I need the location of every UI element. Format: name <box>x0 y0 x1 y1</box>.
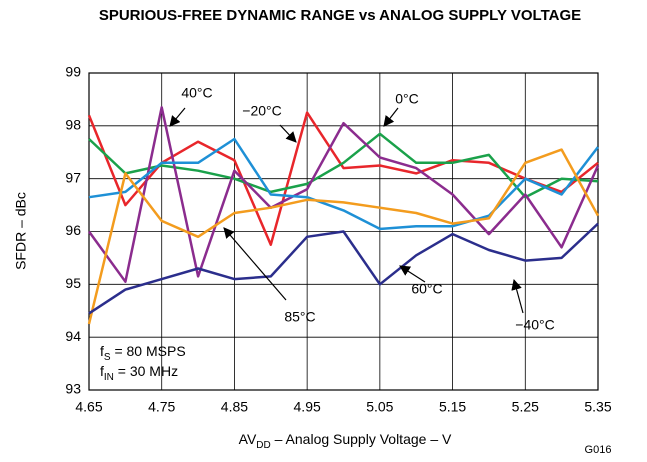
series-label: 0°C <box>395 91 419 107</box>
condition-part: S <box>104 352 111 363</box>
series-line <box>87 148 600 325</box>
condition-part: f <box>100 343 104 359</box>
figure-id: G016 <box>585 444 612 456</box>
series-line <box>88 132 599 199</box>
y-tick-label: 99 <box>65 64 81 80</box>
y-tick-label: 95 <box>65 275 81 291</box>
condition-part: = 30 MHz <box>114 363 178 379</box>
condition-part: IN <box>104 372 114 383</box>
series-line <box>88 222 599 315</box>
x-tick-label: 4.75 <box>148 399 175 415</box>
x-axis-label-part: – Analog Supply Voltage – V <box>271 431 452 447</box>
condition-label: fIN = 30 MHz <box>100 363 178 383</box>
y-tick-label: 98 <box>65 117 81 133</box>
x-tick-label: 4.65 <box>75 399 102 415</box>
x-tick-label: 4.85 <box>221 399 248 415</box>
x-tick-label: 5.15 <box>439 399 466 415</box>
series-label: 60°C <box>411 281 442 297</box>
x-axis-label-part: DD <box>256 440 270 451</box>
x-axis-label-part: AV <box>239 431 257 447</box>
y-tick-label: 94 <box>65 328 81 344</box>
condition-part: = 80 MSPS <box>111 343 186 359</box>
y-tick-label: 97 <box>65 169 81 185</box>
series-label: −40°C <box>515 317 554 333</box>
x-tick-label: 5.05 <box>366 399 393 415</box>
series-label: 85°C <box>284 309 315 325</box>
x-tick-label: 4.95 <box>294 399 321 415</box>
condition-label: fS = 80 MSPS <box>100 343 186 363</box>
series-label: 40°C <box>181 85 212 101</box>
y-tick-label: 96 <box>65 222 81 238</box>
x-tick-label: 5.25 <box>512 399 539 415</box>
y-axis-label: SFDR – dBc <box>13 192 29 270</box>
y-tick-label: 93 <box>65 381 81 397</box>
annotation-arrows <box>169 107 524 314</box>
x-axis-label: AVDD – Analog Supply Voltage – V <box>239 431 452 451</box>
series-line <box>88 137 599 231</box>
chart-title: SPURIOUS-FREE DYNAMIC RANGE vs ANALOG SU… <box>98 7 582 24</box>
x-tick-label: 5.35 <box>584 399 611 415</box>
series-label: −20°C <box>242 103 281 119</box>
condition-part: f <box>100 363 104 379</box>
series-line <box>87 111 599 246</box>
